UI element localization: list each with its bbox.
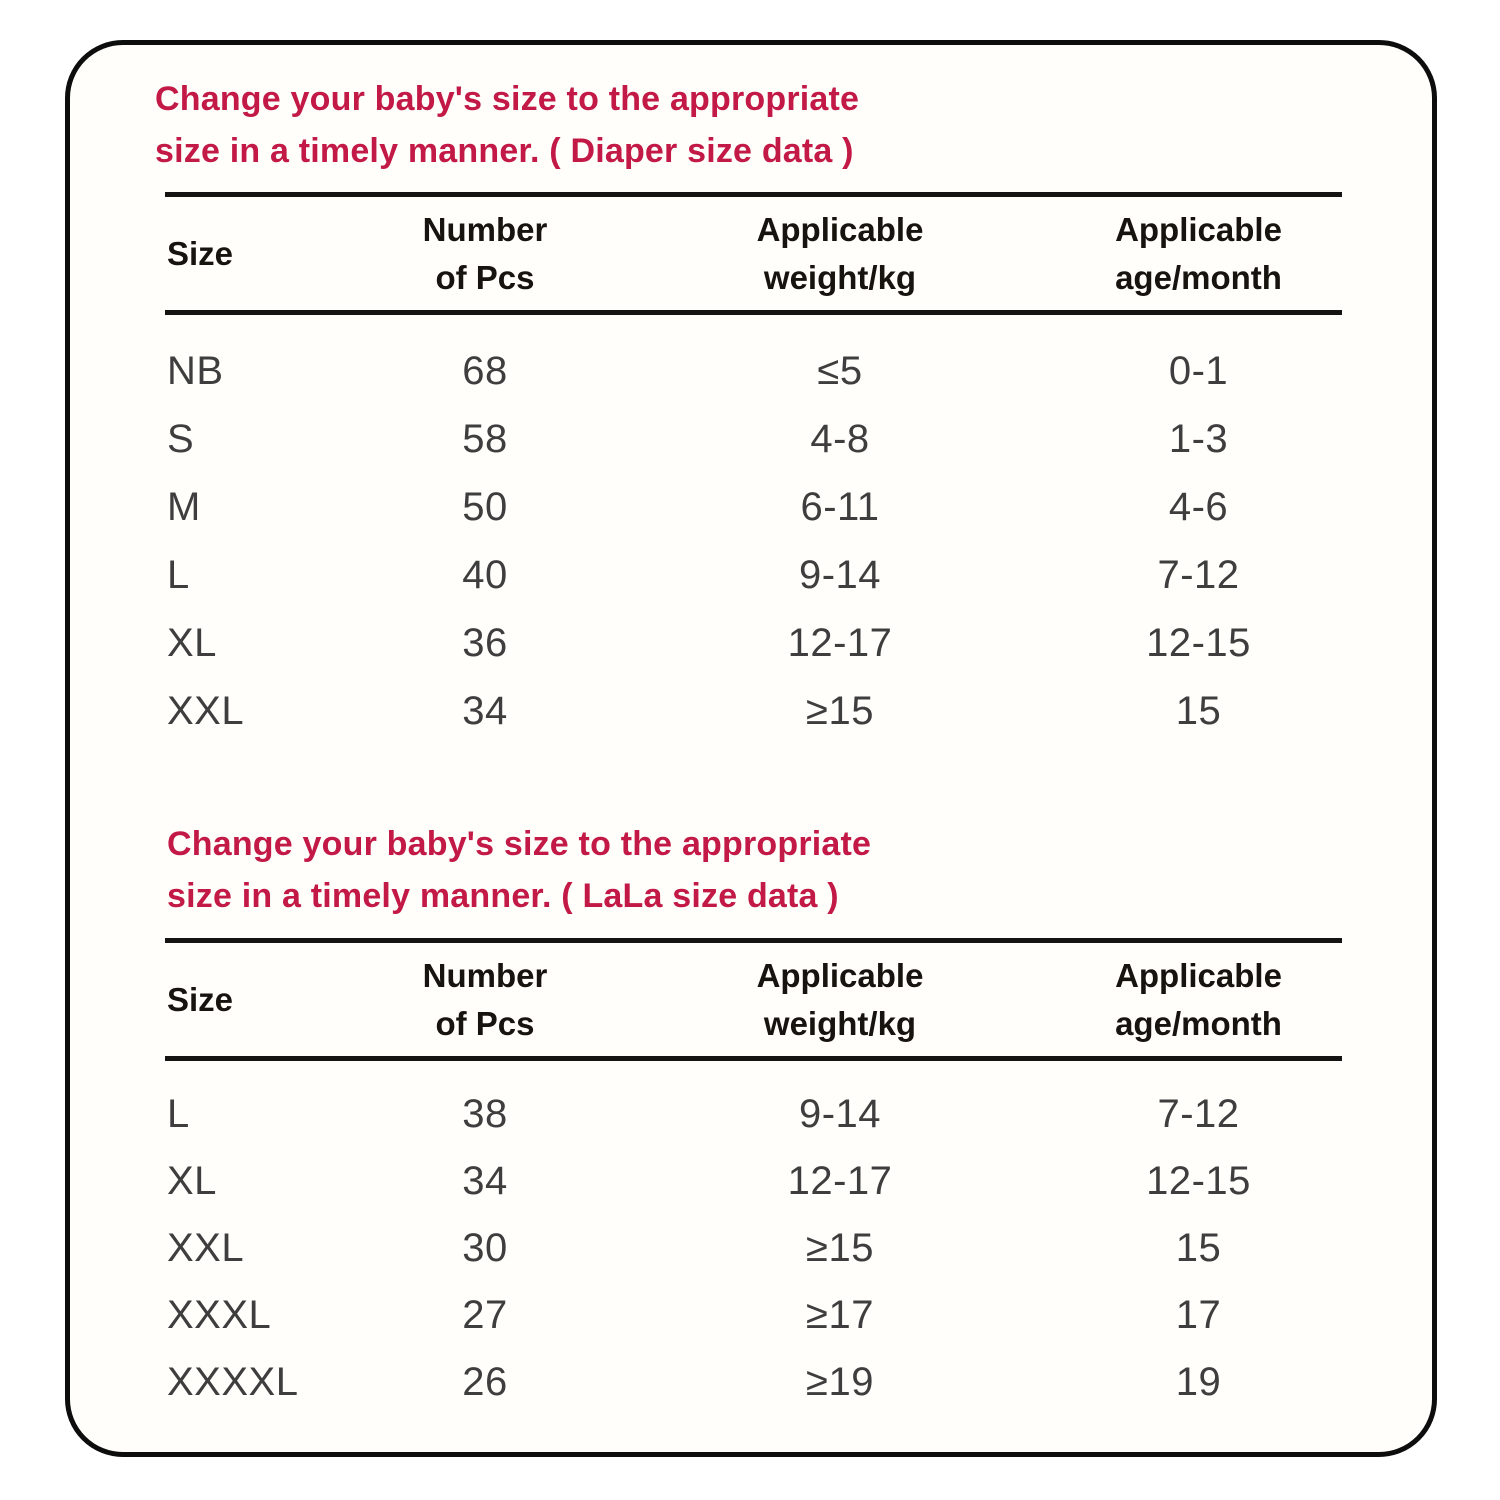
table-row: M 50 6-11 4-6 — [165, 473, 1342, 541]
cell-size: XXL — [167, 688, 245, 733]
lala-table-title: Change your baby's size to the appropria… — [167, 818, 871, 922]
header-text: weight/kg — [763, 258, 917, 296]
column-header-pcs: Number of Pcs — [345, 943, 625, 1056]
table-row: XL 34 12-17 12-15 — [165, 1148, 1342, 1215]
table-row: NB 68 ≤5 0-1 — [165, 337, 1342, 405]
cell-age: 19 — [1175, 1360, 1222, 1404]
cell-size: L — [167, 1092, 190, 1136]
table-row: XL 36 12-17 12-15 — [165, 609, 1342, 677]
cell-size: XL — [167, 1159, 217, 1203]
cell-size: L — [167, 552, 190, 597]
header-text: Applicable — [1115, 956, 1282, 994]
cell-pcs: 36 — [462, 620, 508, 665]
table-row: XXXL 27 ≥17 17 — [165, 1282, 1342, 1349]
cell-weight: 9-14 — [798, 552, 882, 597]
cell-pcs: 27 — [462, 1293, 508, 1337]
cell-pcs: 40 — [462, 552, 508, 597]
cell-weight: ≥17 — [806, 1293, 874, 1337]
cell-weight: 4-8 — [810, 416, 870, 461]
cell-weight: 6-11 — [800, 484, 880, 529]
lala-size-table: Size Number of Pcs Applicable weight/kg … — [165, 938, 1342, 1416]
cell-weight: ≥15 — [806, 688, 874, 733]
cell-pcs: 30 — [462, 1226, 508, 1270]
header-text: of Pcs — [435, 1004, 535, 1042]
column-header-age: Applicable age/month — [1055, 943, 1342, 1056]
column-header-size: Size — [165, 197, 345, 310]
table-body: NB 68 ≤5 0-1 S 58 4-8 1-3 M 50 6-11 4-6 — [165, 315, 1342, 745]
cell-size: XL — [167, 620, 217, 665]
table-row: L 40 9-14 7-12 — [165, 541, 1342, 609]
header-text: Number — [422, 210, 548, 248]
size-chart-card: Change your baby's size to the appropria… — [65, 40, 1437, 1457]
cell-age: 15 — [1175, 1226, 1222, 1270]
title-line-2: size in a timely manner. ( Diaper size d… — [155, 132, 854, 170]
table-body: L 38 9-14 7-12 XL 34 12-17 12-15 XXL 30 … — [165, 1061, 1342, 1416]
diaper-size-table: Size Number of Pcs Applicable weight/kg … — [165, 192, 1342, 745]
cell-age: 17 — [1175, 1293, 1222, 1337]
cell-age: 4-6 — [1168, 484, 1229, 529]
cell-weight: ≥19 — [806, 1360, 874, 1404]
cell-weight: 12-17 — [787, 620, 893, 665]
header-text: Applicable — [1115, 210, 1282, 248]
cell-age: 0-1 — [1168, 348, 1229, 393]
cell-age: 12-15 — [1146, 1159, 1251, 1203]
cell-pcs: 50 — [462, 484, 508, 529]
column-header-age: Applicable age/month — [1055, 197, 1342, 310]
cell-age: 7-12 — [1157, 552, 1240, 597]
cell-age: 1-3 — [1168, 416, 1229, 461]
cell-pcs: 34 — [462, 1159, 508, 1203]
cell-size: M — [167, 484, 201, 529]
cell-pcs: 38 — [462, 1092, 508, 1136]
title-line-1: Change your baby's size to the appropria… — [155, 80, 860, 118]
cell-pcs: 34 — [462, 688, 508, 733]
table-header-row: Size Number of Pcs Applicable weight/kg … — [165, 938, 1342, 1061]
column-header-weight: Applicable weight/kg — [625, 943, 1055, 1056]
table-row: XXL 34 ≥15 15 — [165, 677, 1342, 745]
cell-size: XXXL — [167, 1293, 272, 1337]
column-header-pcs: Number of Pcs — [345, 197, 625, 310]
cell-weight: 9-14 — [798, 1092, 882, 1136]
header-text: Number — [422, 956, 548, 994]
title-line-2: size in a timely manner. ( LaLa size dat… — [167, 877, 839, 915]
cell-size: NB — [167, 348, 224, 393]
table-row: L 38 9-14 7-12 — [165, 1081, 1342, 1148]
cell-weight: ≤5 — [817, 348, 863, 393]
table-row: XXXXL 26 ≥19 19 — [165, 1349, 1342, 1416]
column-header-size: Size — [165, 943, 345, 1056]
cell-pcs: 68 — [462, 348, 508, 393]
table-row: XXL 30 ≥15 15 — [165, 1215, 1342, 1282]
cell-size: XXXXL — [167, 1360, 299, 1404]
diaper-table-title: Change your baby's size to the appropria… — [155, 73, 859, 177]
cell-age: 12-15 — [1146, 620, 1251, 665]
header-text: weight/kg — [763, 1004, 917, 1042]
title-line-1: Change your baby's size to the appropria… — [167, 825, 872, 863]
cell-size: XXL — [167, 1226, 245, 1270]
header-text: Applicable — [756, 956, 924, 994]
cell-size: S — [167, 416, 195, 461]
header-text: Applicable — [756, 210, 924, 248]
cell-pcs: 58 — [462, 416, 508, 461]
header-text: age/month — [1115, 258, 1282, 296]
table-header-row: Size Number of Pcs Applicable weight/kg … — [165, 192, 1342, 315]
header-text: age/month — [1115, 1004, 1282, 1042]
header-text: of Pcs — [435, 258, 535, 296]
cell-age: 15 — [1175, 688, 1222, 733]
table-row: S 58 4-8 1-3 — [165, 405, 1342, 473]
header-text: Size — [167, 234, 234, 272]
column-header-weight: Applicable weight/kg — [625, 197, 1055, 310]
cell-weight: 12-17 — [787, 1159, 893, 1203]
cell-pcs: 26 — [462, 1360, 508, 1404]
cell-age: 7-12 — [1157, 1092, 1240, 1136]
header-text: Size — [167, 980, 234, 1018]
cell-weight: ≥15 — [806, 1226, 874, 1270]
